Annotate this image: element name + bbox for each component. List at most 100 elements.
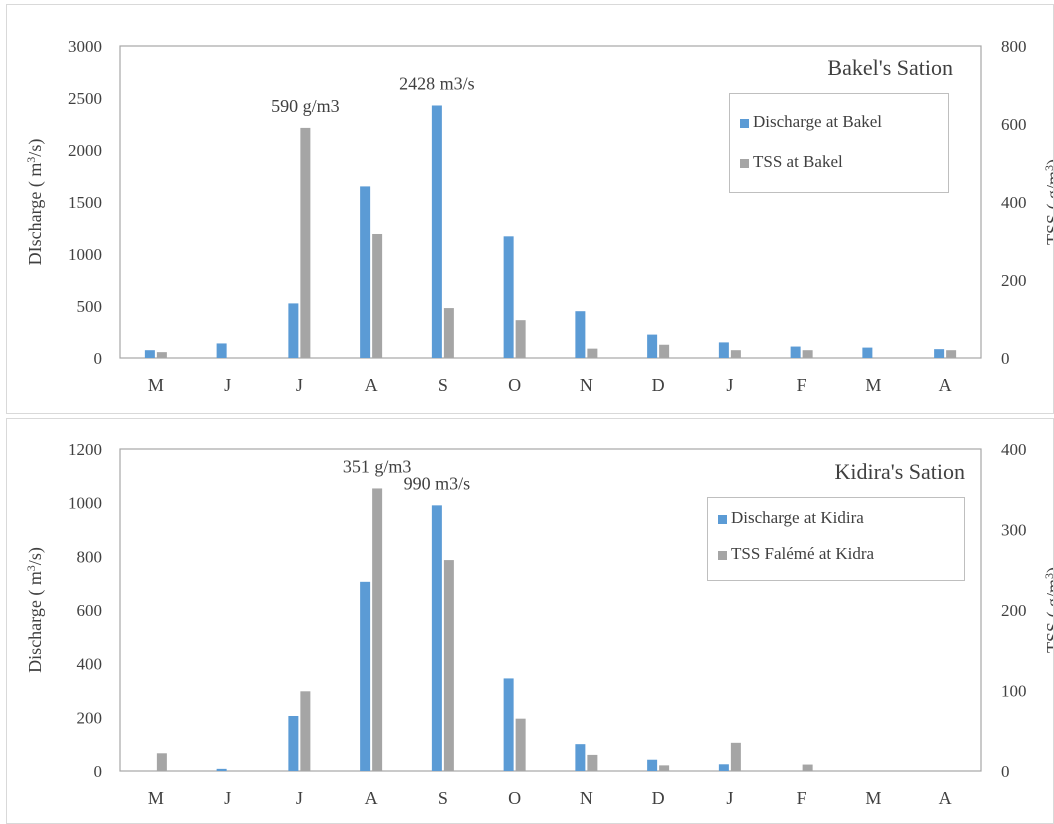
y-tick-label: 2500 xyxy=(68,89,102,108)
bakel-legend-tss: TSS at Bakel xyxy=(740,152,843,172)
discharge-bar xyxy=(934,349,945,358)
y2-tick-label: 400 xyxy=(1001,193,1027,212)
tss-bar xyxy=(443,560,454,771)
x-tick-label: M xyxy=(148,788,164,808)
kidira-chart-panel: 0 200 400 600 800 1000 1200 0 100 200 300 400 Discha… xyxy=(6,418,1054,824)
x-tick-label: D xyxy=(652,375,665,395)
bakel-chart: 0 500 1000 1500 2000 2500 3000 0 200 400 600 800 DIs… xyxy=(24,37,1053,395)
tss-bar xyxy=(946,350,957,358)
bakel-legend-discharge: Discharge at Bakel xyxy=(740,112,882,132)
y2-tick-label: 0 xyxy=(1001,349,1010,368)
tss-bar xyxy=(802,764,813,771)
x-tick-label: J xyxy=(296,788,303,808)
tss-swatch-icon xyxy=(740,158,749,168)
y2-tick-label: 0 xyxy=(1001,762,1010,781)
tss-bar xyxy=(587,348,598,358)
x-tick-label: J xyxy=(224,788,231,808)
x-tick-label: N xyxy=(580,375,593,395)
y2-tick-label: 800 xyxy=(1001,37,1027,56)
x-tick-label: D xyxy=(652,788,665,808)
y2-axis-title: TSS ( g/m3) xyxy=(1042,567,1053,653)
tss-swatch-icon xyxy=(718,550,727,560)
discharge-bar xyxy=(647,759,658,771)
discharge-bar xyxy=(503,678,514,771)
bakel-legend: Discharge at Bakel TSS at Bakel xyxy=(729,93,949,193)
tss-bar xyxy=(659,344,670,358)
y2-tick-label: 100 xyxy=(1001,682,1027,701)
svg-text:Discharge ( m3/s): Discharge ( m3/s) xyxy=(24,547,46,673)
y-tick-label: 1000 xyxy=(68,494,102,513)
svg-text:TSS ( g/m3): TSS ( g/m3) xyxy=(1042,567,1053,653)
x-tick-label: M xyxy=(865,375,881,395)
y-tick-label: 2000 xyxy=(68,141,102,160)
tss-bar xyxy=(515,718,526,771)
plot-area-frame xyxy=(119,45,982,359)
x-tick-label: M xyxy=(865,788,881,808)
bakel-chart-title: Bakel's Sation xyxy=(827,55,953,80)
data-label: 990 m3/s xyxy=(404,473,471,493)
x-tick-label: A xyxy=(939,375,952,395)
discharge-bar xyxy=(718,342,729,358)
discharge-bar xyxy=(575,311,586,358)
y2-tick-label: 200 xyxy=(1001,271,1027,290)
discharge-swatch-icon xyxy=(740,118,749,128)
tss-bar xyxy=(730,742,741,771)
data-label: 351 g/m3 xyxy=(343,456,412,476)
x-tick-label: J xyxy=(726,788,733,808)
y2-axis-title: TSS ( g/m3) xyxy=(1042,159,1053,245)
discharge-bar xyxy=(360,581,371,771)
x-tick-label: A xyxy=(365,788,378,808)
svg-text:DIscharge ( m3/s): DIscharge ( m3/s) xyxy=(24,139,46,266)
x-tick-label: S xyxy=(438,788,448,808)
tss-bar xyxy=(156,352,167,358)
data-label: 590 g/m3 xyxy=(271,96,340,116)
discharge-bar xyxy=(431,105,442,358)
discharge-bar xyxy=(360,186,371,358)
tss-bar xyxy=(802,350,813,358)
discharge-bar xyxy=(431,505,442,771)
bakel-chart-panel: 0 500 1000 1500 2000 2500 3000 0 200 400 600 800 DIs… xyxy=(6,4,1054,414)
discharge-bar xyxy=(503,236,514,358)
plot-area-frame xyxy=(119,448,982,772)
svg-text:TSS ( g/m3): TSS ( g/m3) xyxy=(1042,159,1053,245)
x-tick-label: M xyxy=(148,375,164,395)
y-tick-label: 1200 xyxy=(68,440,102,459)
tss-bar xyxy=(587,754,598,771)
discharge-bar xyxy=(575,744,586,771)
tss-bar xyxy=(372,488,383,771)
x-tick-label: F xyxy=(797,375,807,395)
tss-bar xyxy=(372,233,383,358)
kidira-chart: 0 200 400 600 800 1000 1200 0 100 200 300 400 Discha… xyxy=(24,440,1053,808)
y2-tick-label: 400 xyxy=(1001,440,1027,459)
kidira-legend-tss: TSS Falémé at Kidra xyxy=(718,544,874,564)
discharge-bar xyxy=(144,350,155,358)
tss-bar xyxy=(300,691,311,771)
discharge-swatch-icon xyxy=(718,514,727,524)
tss-bar xyxy=(443,308,454,358)
y2-tick-label: 200 xyxy=(1001,601,1027,620)
x-tick-label: A xyxy=(365,375,378,395)
tss-bar xyxy=(730,350,741,358)
discharge-bar xyxy=(790,346,801,358)
y-tick-label: 400 xyxy=(77,655,103,674)
y-tick-label: 200 xyxy=(77,708,103,727)
x-tick-label: J xyxy=(224,375,231,395)
discharge-bar xyxy=(862,347,873,358)
tss-bar xyxy=(659,765,670,771)
y-axis-title: DIscharge ( m3/s) xyxy=(24,139,46,266)
x-tick-label: O xyxy=(508,788,521,808)
discharge-bar xyxy=(718,764,729,771)
y-tick-label: 0 xyxy=(94,349,103,368)
discharge-bar xyxy=(216,768,227,771)
y-axis-title: Discharge ( m3/s) xyxy=(24,547,46,673)
x-tick-label: A xyxy=(939,788,952,808)
y-tick-label: 500 xyxy=(77,297,103,316)
discharge-bar xyxy=(288,715,299,771)
kidira-chart-title: Kidira's Sation xyxy=(834,459,965,484)
x-tick-label: S xyxy=(438,375,448,395)
x-tick-label: F xyxy=(797,788,807,808)
discharge-bar xyxy=(647,334,658,358)
kidira-legend-discharge: Discharge at Kidira xyxy=(718,508,864,528)
y-tick-label: 800 xyxy=(77,547,103,566)
x-tick-label: O xyxy=(508,375,521,395)
